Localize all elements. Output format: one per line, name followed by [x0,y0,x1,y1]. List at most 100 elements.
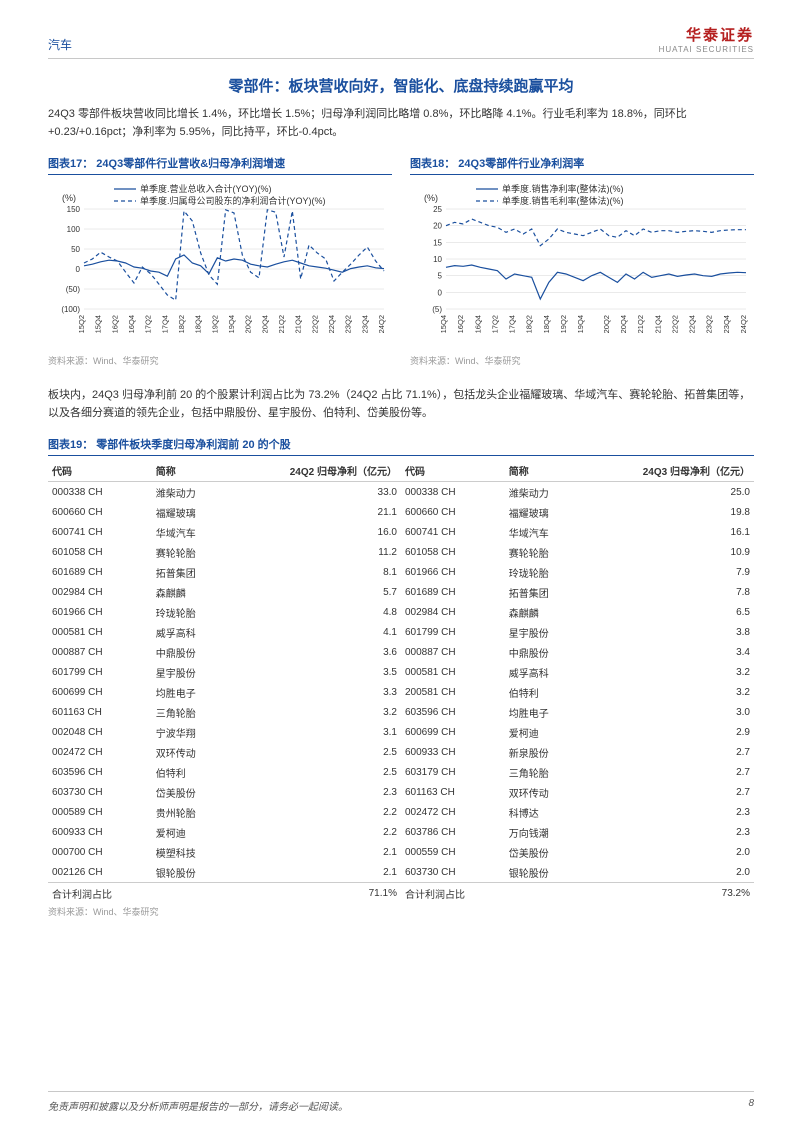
svg-text:23Q4: 23Q4 [360,315,369,333]
disclaimer: 免责声明和披露以及分析师声明是报告的一部分，请务必一起阅读。 [48,1098,348,1113]
svg-text:(5): (5) [432,305,442,314]
table-total-row: 合计利润占比71.1%合计利润占比73.2% [48,883,754,904]
chart18: (%) 单季度.销售净利率(整体法)(%)单季度.销售毛利率(整体法)(%) (5)… [410,179,754,349]
svg-text:15Q4: 15Q4 [439,315,448,333]
svg-text:21Q4: 21Q4 [653,315,662,333]
svg-text:100: 100 [67,225,81,234]
svg-text:20Q2: 20Q2 [602,315,611,333]
svg-text:15Q2: 15Q2 [77,315,86,333]
svg-text:23Q4: 23Q4 [722,315,731,333]
svg-text:24Q2: 24Q2 [739,315,748,333]
svg-text:19Q4: 19Q4 [576,315,585,333]
table-row: 601058 CH赛轮轮胎11.2601058 CH赛轮轮胎10.9 [48,542,754,562]
table19: 代码简称24Q2 归母净利（亿元）代码简称24Q3 归母净利（亿元）000338… [48,460,754,903]
table-row: 600741 CH华域汽车16.0600741 CH华域汽车16.1 [48,522,754,542]
page-header: 汽车 华泰证券 HUATAI SECURITIES [48,24,754,59]
brand-cn: 华泰证券 [659,24,754,45]
svg-text:19Q2: 19Q2 [559,315,568,333]
svg-text:23Q2: 23Q2 [344,315,353,333]
svg-text:18Q4: 18Q4 [194,315,203,333]
page-footer: 免责声明和披露以及分析师声明是报告的一部分，请务必一起阅读。 8 [48,1091,754,1113]
svg-text:17Q2: 17Q2 [144,315,153,333]
table-header: 24Q3 归母净利（亿元） [578,460,754,482]
svg-text:22Q2: 22Q2 [310,315,319,333]
svg-text:16Q4: 16Q4 [127,315,136,333]
svg-text:20: 20 [433,222,442,231]
svg-text:单季度.归属母公司股东的净利润合计(YOY)(%): 单季度.归属母公司股东的净利润合计(YOY)(%) [140,195,326,206]
paragraph-2: 板块内，24Q3 归母净利前 20 的个股累计利润占比为 73.2%（24Q2 … [48,387,754,422]
table-row: 600660 CH福耀玻璃21.1600660 CH福耀玻璃19.8 [48,502,754,522]
chart17-title: 图表17： 24Q3零部件行业营收&归母净利润增速 [48,155,392,175]
table-header: 简称 [152,460,225,482]
table-row: 601966 CH玲珑轮胎4.8002984 CH森麒麟6.5 [48,602,754,622]
svg-text:18Q2: 18Q2 [177,315,186,333]
table-header: 代码 [401,460,505,482]
table-row: 000700 CH模塑科技2.1000559 CH岱美股份2.0 [48,842,754,862]
svg-text:22Q4: 22Q4 [327,315,336,333]
table-row: 603730 CH岱美股份2.3601163 CH双环传动2.7 [48,782,754,802]
paragraph-1: 24Q3 零部件板块营收同比增长 1.4%，环比增长 1.5%；归母净利润同比略… [48,106,754,141]
svg-text:150: 150 [67,205,81,214]
svg-text:18Q4: 18Q4 [542,315,551,333]
svg-text:16Q2: 16Q2 [110,315,119,333]
table-row: 601799 CH星宇股份3.5000581 CH威孚高科3.2 [48,662,754,682]
svg-text:19Q4: 19Q4 [227,315,236,333]
svg-text:(50): (50) [66,285,81,294]
svg-text:21Q2: 21Q2 [636,315,645,333]
svg-text:单季度.营业总收入合计(YOY)(%): 单季度.营业总收入合计(YOY)(%) [140,183,272,194]
svg-text:24Q2: 24Q2 [377,315,386,333]
svg-text:20Q4: 20Q4 [260,315,269,333]
svg-text:(100): (100) [61,305,80,314]
doc-category: 汽车 [48,24,72,53]
table19-source: 资料来源：Wind、华泰研究 [48,905,754,918]
svg-text:(%): (%) [62,193,76,203]
svg-text:0: 0 [438,289,443,298]
table-row: 002126 CH银轮股份2.1603730 CH银轮股份2.0 [48,862,754,883]
svg-text:16Q2: 16Q2 [456,315,465,333]
chart17: (%) 单季度.营业总收入合计(YOY)(%)单季度.归属母公司股东的净利润合计(… [48,179,392,349]
chart17-source: 资料来源：Wind、华泰研究 [48,354,392,367]
table-header: 24Q2 归母净利（亿元） [225,460,401,482]
svg-text:23Q2: 23Q2 [705,315,714,333]
table19-title: 图表19： 零部件板块季度归母净利润前 20 的个股 [48,436,754,456]
svg-text:10: 10 [433,255,442,264]
section-title: 零部件：板块营收向好，智能化、底盘持续跑赢平均 [48,75,754,96]
page-number: 8 [748,1098,754,1113]
svg-text:17Q2: 17Q2 [490,315,499,333]
svg-text:21Q2: 21Q2 [277,315,286,333]
chart18-source: 资料来源：Wind、华泰研究 [410,354,754,367]
table-header: 代码 [48,460,152,482]
svg-text:(%): (%) [424,193,438,203]
svg-text:21Q4: 21Q4 [294,315,303,333]
svg-text:17Q4: 17Q4 [508,315,517,333]
table-row: 000589 CH贵州轮胎2.2002472 CH科博达2.3 [48,802,754,822]
svg-text:22Q2: 22Q2 [670,315,679,333]
svg-text:17Q4: 17Q4 [160,315,169,333]
svg-text:50: 50 [71,245,80,254]
svg-text:20Q2: 20Q2 [244,315,253,333]
table-row: 002984 CH森麒麟5.7601689 CH拓普集团7.8 [48,582,754,602]
table-row: 601689 CH拓普集团8.1601966 CH玲珑轮胎7.9 [48,562,754,582]
table-row: 600699 CH均胜电子3.3200581 CH伯特利3.2 [48,682,754,702]
svg-text:单季度.销售毛利率(整体法)(%): 单季度.销售毛利率(整体法)(%) [502,195,624,206]
svg-text:22Q4: 22Q4 [688,315,697,333]
svg-text:单季度.销售净利率(整体法)(%): 单季度.销售净利率(整体法)(%) [502,183,624,194]
table-row: 000887 CH中鼎股份3.6000887 CH中鼎股份3.4 [48,642,754,662]
table-row: 600933 CH爱柯迪2.2603786 CH万向钱潮2.3 [48,822,754,842]
table-header: 简称 [505,460,578,482]
table-row: 000338 CH潍柴动力33.0000338 CH潍柴动力25.0 [48,482,754,503]
svg-text:15Q4: 15Q4 [94,315,103,333]
table-row: 002048 CH宁波华翔3.1600699 CH爱柯迪2.9 [48,722,754,742]
table-row: 601163 CH三角轮胎3.2603596 CH均胜电子3.0 [48,702,754,722]
chart18-title: 图表18： 24Q3零部件行业净利润率 [410,155,754,175]
table-row: 000581 CH威孚高科4.1601799 CH星宇股份3.8 [48,622,754,642]
table-row: 603596 CH伯特利2.5603179 CH三角轮胎2.7 [48,762,754,782]
table-row: 002472 CH双环传动2.5600933 CH新泉股份2.7 [48,742,754,762]
svg-text:25: 25 [433,205,442,214]
svg-text:0: 0 [76,265,81,274]
svg-text:18Q2: 18Q2 [525,315,534,333]
svg-text:19Q2: 19Q2 [210,315,219,333]
svg-text:5: 5 [438,272,443,281]
svg-text:16Q4: 16Q4 [473,315,482,333]
brand-en: HUATAI SECURITIES [659,45,754,54]
